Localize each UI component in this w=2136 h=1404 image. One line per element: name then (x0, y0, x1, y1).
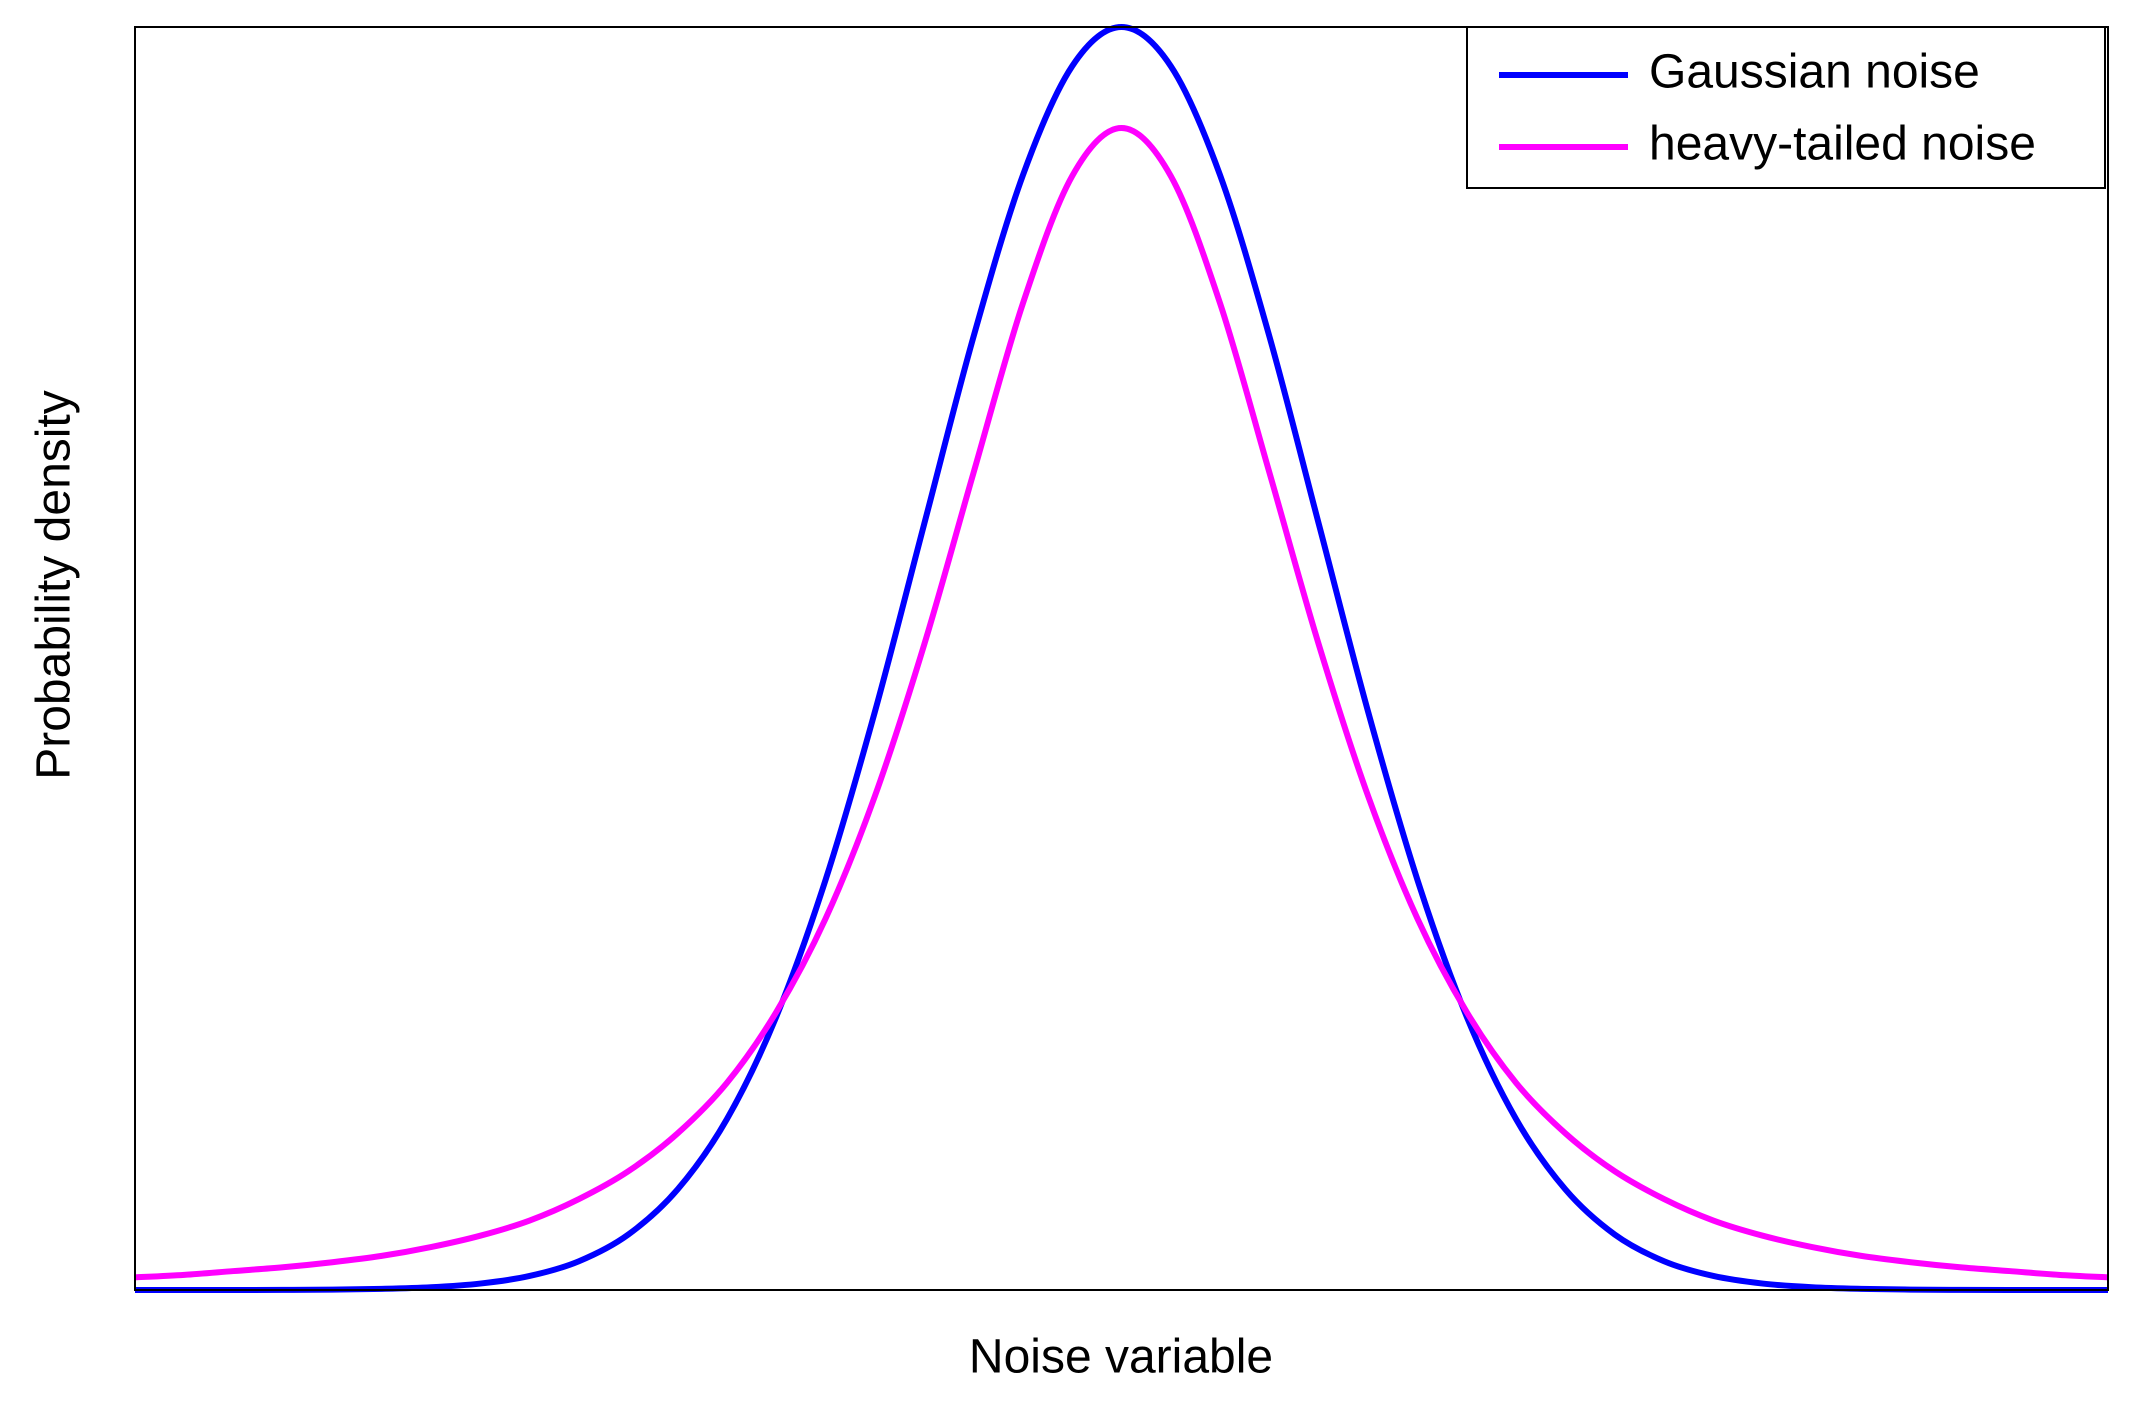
data-line (134, 125, 2109, 1281)
plot-frame (134, 26, 2109, 1291)
legend-label: heavy-tailed noise (1649, 118, 2036, 171)
x-axis-label: Noise variable (969, 1331, 1273, 1384)
legend-box (1466, 26, 2106, 189)
legend-label: Gaussian noise (1649, 46, 1980, 99)
y-axis-label: Probability density (28, 390, 81, 780)
